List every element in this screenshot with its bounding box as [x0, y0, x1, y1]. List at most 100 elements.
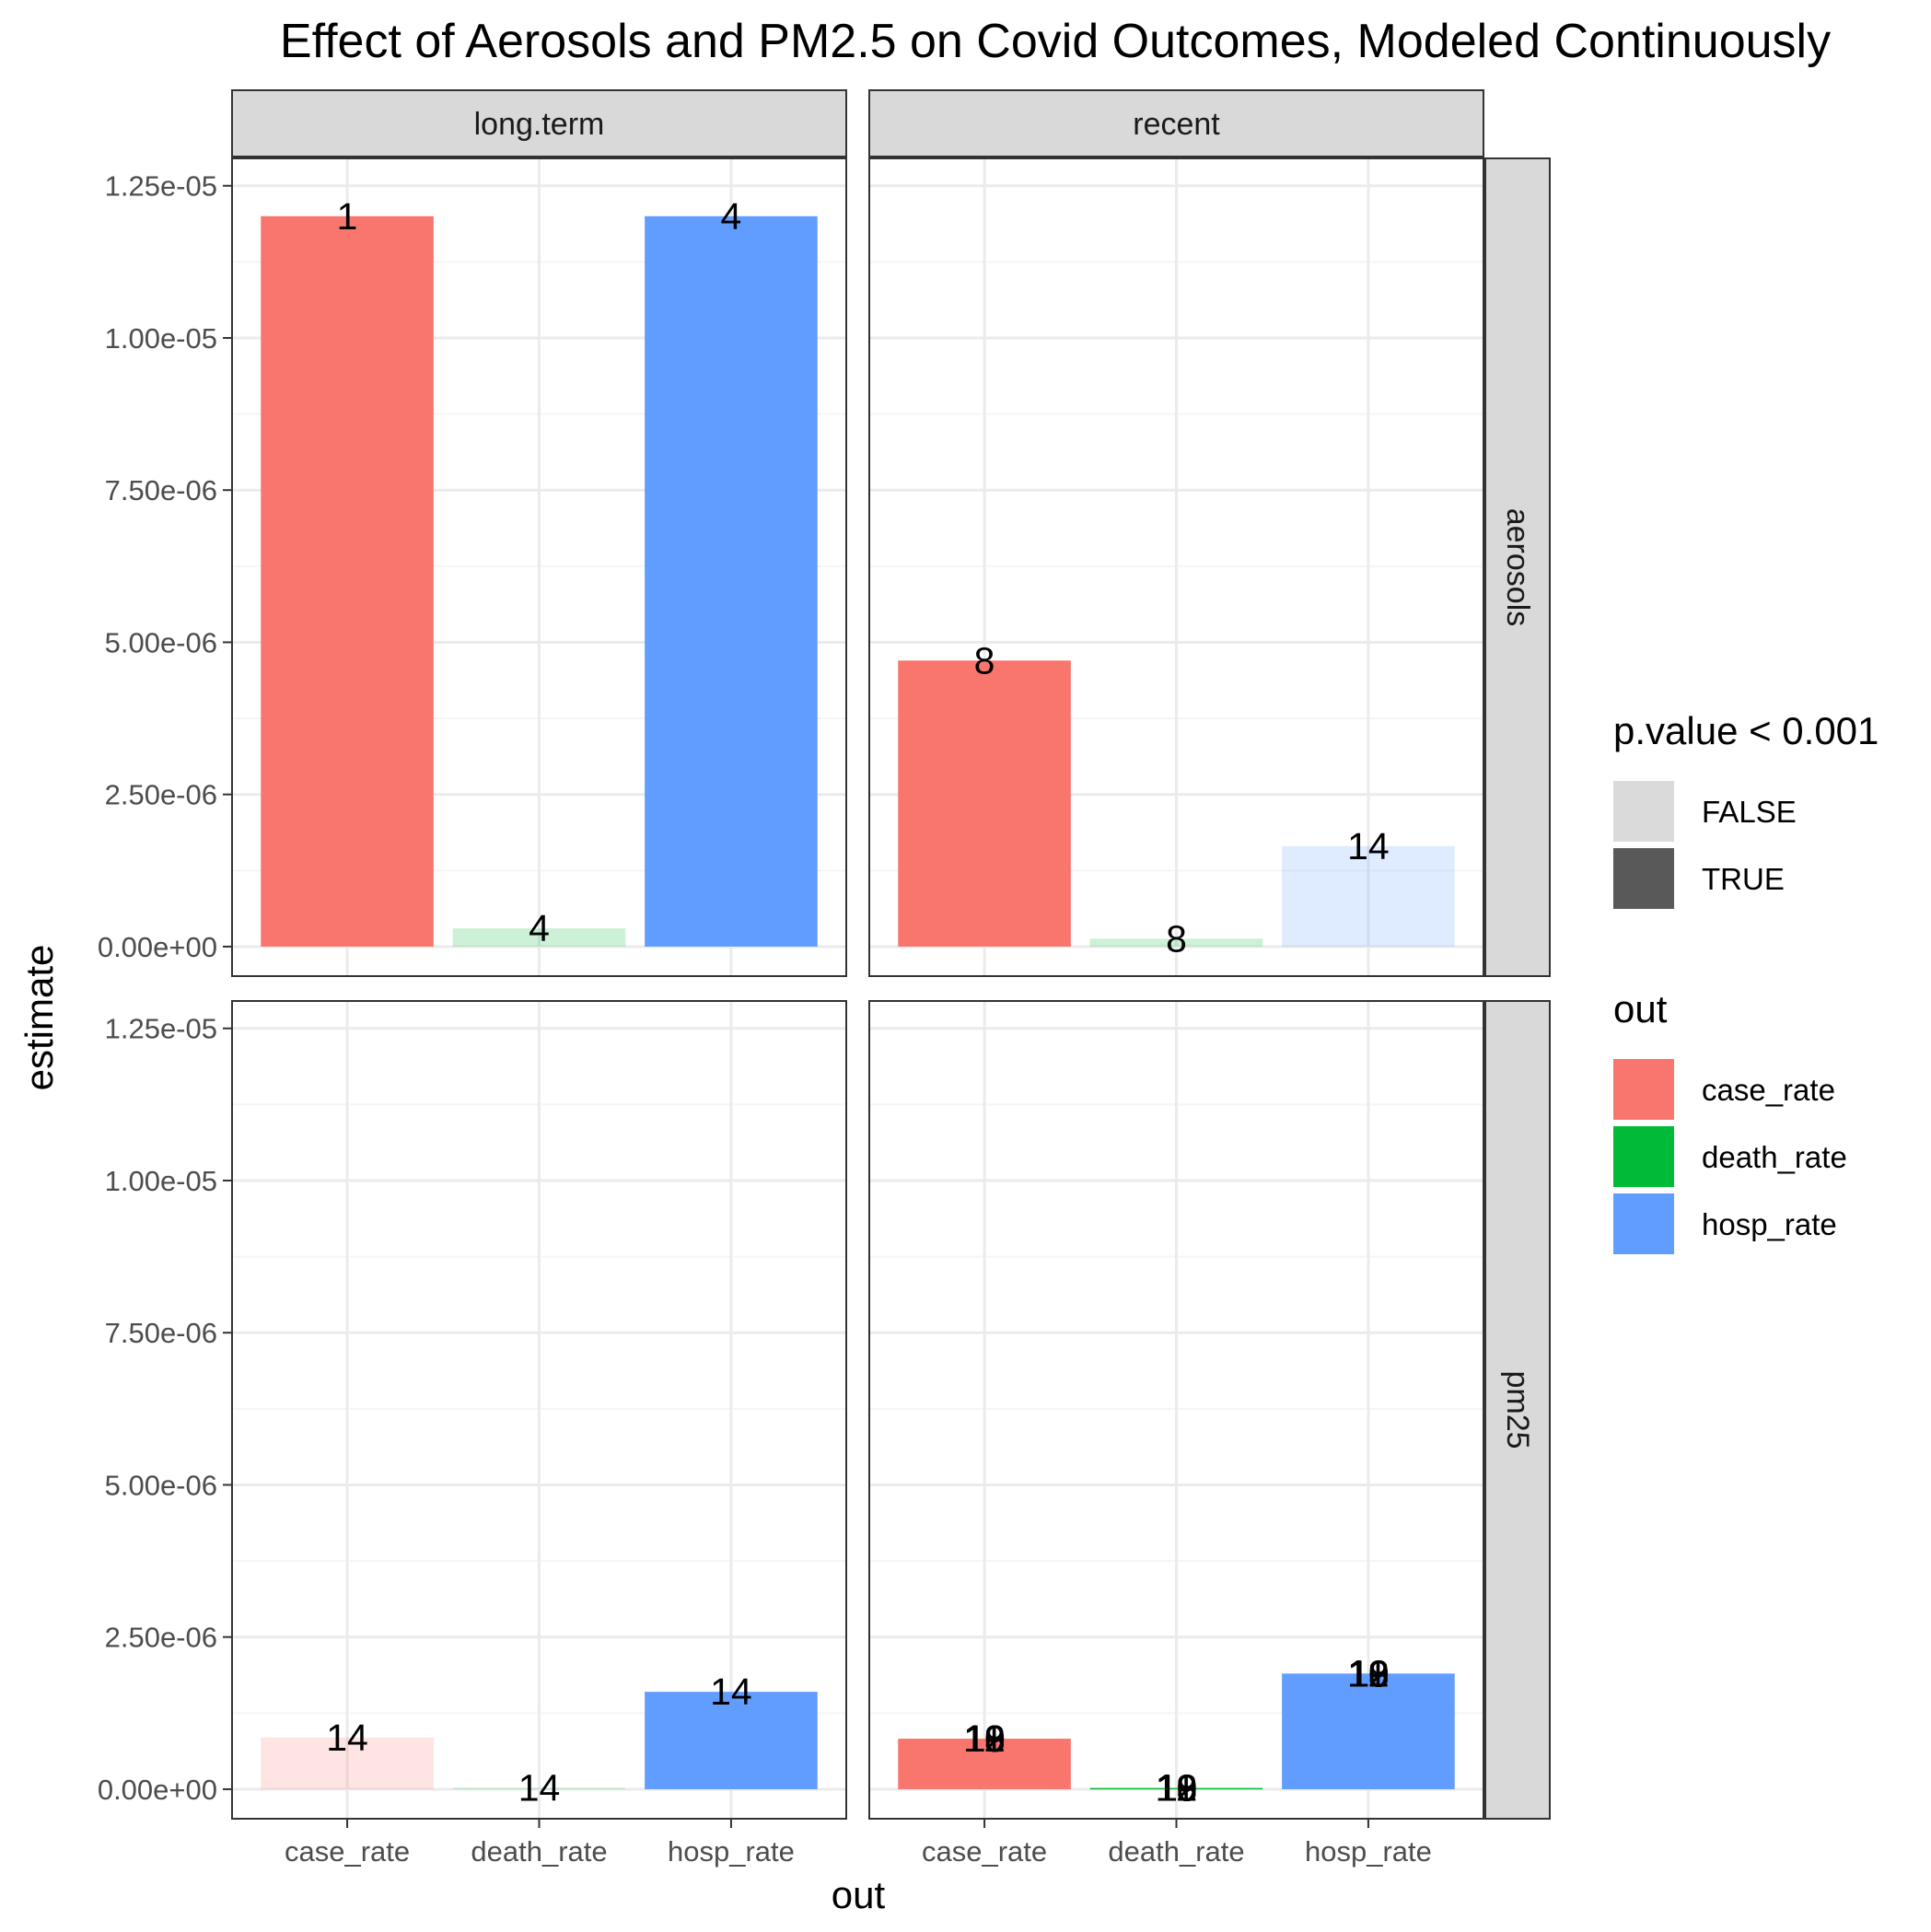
legend-title: out: [1613, 987, 1668, 1030]
facet-strip-background: [231, 89, 847, 157]
facet-strip-aerosols: aerosols: [1484, 157, 1551, 977]
bar-data-label: 11: [1349, 1652, 1389, 1694]
legend-entry-label: case_rate: [1702, 1073, 1835, 1107]
facet-strip-label: recent: [1133, 107, 1220, 142]
legend-swatch: [1613, 781, 1674, 842]
y-tick-label: 1.00e-05: [105, 322, 217, 355]
bar-case_rate: [261, 1737, 434, 1789]
legends: p.value < 0.001 FALSE TRUE out case_ratedeat…: [1613, 709, 1879, 1254]
bar-data-label: 14: [710, 1670, 752, 1713]
bar-data-label: 18: [1347, 1652, 1390, 1694]
legend-swatch: [1613, 1059, 1674, 1120]
facet-strip-background: [1484, 1000, 1551, 1820]
bar-data-label: 13: [963, 1717, 1006, 1760]
y-tick-label: 1.00e-05: [105, 1165, 217, 1197]
bar-data-label: 14: [1347, 825, 1390, 867]
bar-data-label: 14: [518, 1767, 561, 1810]
x-tick-label: case_rate: [922, 1835, 1047, 1868]
panel-border: [868, 1000, 1484, 1820]
bar-hosp_rate: [645, 1692, 818, 1789]
legend-significance: p.value < 0.001 FALSE TRUE: [1613, 709, 1879, 909]
bar-data-label: 4: [529, 907, 550, 949]
bar-data-label: 14: [326, 1717, 368, 1759]
y-axis-title: estimate: [17, 945, 61, 1091]
panel-border: [231, 157, 847, 977]
y-tick-label: 7.50e-06: [105, 1317, 217, 1349]
x-tick-label: hosp_rate: [1305, 1835, 1432, 1868]
bar-death_rate: [452, 928, 626, 947]
chart-title: Effect of Aerosols and PM2.5 on Covid Ou…: [280, 15, 1831, 68]
panel-border: [868, 157, 1484, 977]
bar-data-label: 8: [1166, 917, 1187, 960]
x-axis-title: out: [832, 1873, 886, 1916]
facet-strip-label: aerosols: [1500, 508, 1535, 627]
legend-swatch: [1613, 1126, 1674, 1187]
y-axis-aerosols: 0.00e+00 2.50e-06 5.00e-06 7.50e-06 1.00e-05…: [98, 170, 232, 963]
bar-data-label: 12: [1347, 1652, 1390, 1694]
bar-data-label: 12: [1156, 1767, 1198, 1810]
x-tick-label: case_rate: [285, 1835, 410, 1868]
facet-strip-background: [1484, 157, 1551, 977]
bar-case_rate: [898, 660, 1071, 947]
x-tick-label: hosp_rate: [668, 1835, 795, 1868]
bar-data-label: 12: [963, 1717, 1006, 1760]
y-tick-label: 5.00e-06: [105, 626, 217, 658]
legend-entry-label: TRUE: [1702, 862, 1785, 896]
legend-entry-label: hosp_rate: [1702, 1207, 1837, 1241]
x-tick-label: death_rate: [1108, 1835, 1244, 1868]
facet-strip-long-term: long.term: [231, 89, 847, 157]
bar-data-label: 4: [721, 195, 742, 238]
bar-data-label: 10: [1156, 1767, 1198, 1810]
y-tick-label: 2.50e-06: [105, 1622, 217, 1654]
y-tick-label: 7.50e-06: [105, 474, 217, 506]
bar-data-label: 8: [974, 639, 995, 681]
bar-death_rate: [1089, 938, 1263, 947]
facet-strip-label: pm25: [1500, 1370, 1535, 1449]
bar-data-label: 19: [1156, 1767, 1198, 1810]
facet-panels: long.term recent aerosols pm25 0.00e+00 2.50e…: [98, 89, 1551, 1868]
panel-long-term-pm25: 14 14 14: [231, 1000, 847, 1820]
bar-case_rate: [898, 1739, 1071, 1789]
y-tick-label: 2.50e-06: [105, 779, 217, 811]
legend-swatch: [1613, 1193, 1674, 1254]
bar-case_rate: [261, 215, 434, 947]
y-axis-pm25: 0.00e+00 2.50e-06 5.00e-06 7.50e-06 1.00e-05…: [98, 1013, 232, 1806]
legend-entry-label: FALSE: [1702, 795, 1797, 829]
legend-entry-label: death_rate: [1702, 1140, 1847, 1174]
bar-data-label: 1: [337, 195, 358, 238]
x-axis-recent: case_rate death_rate hosp_rate: [922, 1819, 1432, 1868]
bar-data-label: 19: [963, 1717, 1006, 1760]
legend-outcome: out case_rate death_rate hosp_rate: [1613, 987, 1847, 1254]
y-tick-label: 5.00e-06: [105, 1469, 217, 1501]
bar-data-label: 13: [1156, 1767, 1198, 1810]
y-tick-label: 0.00e+00: [98, 931, 217, 963]
bar-death_rate: [1089, 1787, 1263, 1790]
bar-data-label: 10: [963, 1717, 1006, 1760]
y-tick-label: 0.00e+00: [98, 1774, 217, 1806]
bar-data-label: 11: [965, 1717, 1005, 1760]
facet-strip-pm25: pm25: [1484, 1000, 1551, 1820]
bar-hosp_rate: [1282, 1673, 1455, 1789]
y-tick-label: 1.25e-05: [105, 1013, 217, 1045]
panel-border: [231, 1000, 847, 1820]
bar-death_rate: [452, 1787, 626, 1790]
legend-title: p.value < 0.001: [1613, 709, 1879, 752]
bar-hosp_rate: [645, 215, 818, 947]
bar-data-label: 18: [963, 1717, 1006, 1760]
bar-data-label: 18: [1156, 1767, 1198, 1810]
legend-swatch: [1613, 848, 1674, 909]
bar-data-label: 19: [1347, 1652, 1390, 1694]
bar-data-label: 13: [1347, 1652, 1390, 1694]
panel-recent-aerosols: 8 8 14: [868, 157, 1484, 977]
facet-strip-recent: recent: [868, 89, 1484, 157]
facet-strip-background: [868, 89, 1484, 157]
x-tick-label: death_rate: [471, 1835, 607, 1868]
bar-data-label: 10: [1347, 1652, 1390, 1694]
facet-strip-label: long.term: [474, 107, 605, 142]
y-tick-label: 1.25e-05: [105, 170, 217, 203]
panel-long-term-aerosols: 1 4 4: [231, 157, 847, 977]
x-axis-long-term: case_rate death_rate hosp_rate: [285, 1819, 795, 1868]
bar-hosp_rate: [1282, 845, 1455, 947]
